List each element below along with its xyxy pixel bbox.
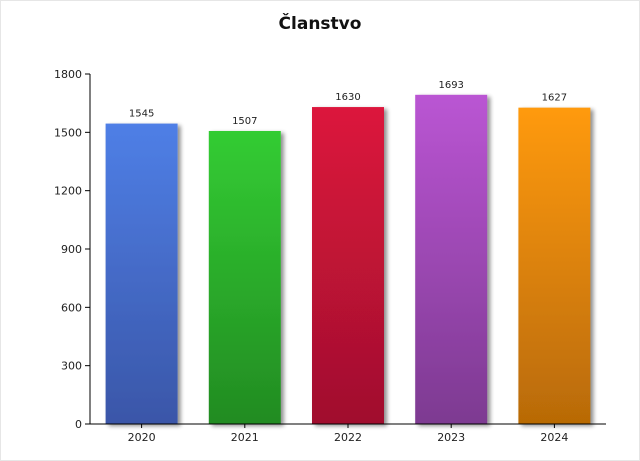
data-label-2023: 1693 (438, 80, 463, 91)
y-tick-label-1800: 1800 (54, 68, 82, 81)
data-label-2022: 1630 (335, 92, 360, 103)
x-tick-label-2021: 2021 (231, 431, 259, 444)
x-tick-label-2022: 2022 (334, 431, 362, 444)
data-label-2021: 1507 (232, 116, 257, 127)
data-label-2020: 1545 (129, 109, 154, 120)
y-tick-label-900: 900 (61, 243, 82, 256)
bar-2022 (312, 107, 384, 425)
x-tick-label-2024: 2024 (540, 431, 568, 444)
bar-2024 (518, 107, 591, 424)
bar-2021 (208, 130, 281, 424)
y-tick-label-1200: 1200 (54, 185, 82, 198)
chart-title: Članstvo (278, 14, 362, 34)
bar-2020 (105, 123, 178, 424)
x-tick-label-2020: 2020 (128, 431, 156, 444)
x-tick-label-2023: 2023 (437, 431, 465, 444)
y-tick-label-0: 0 (75, 418, 82, 431)
y-tick-label-1500: 1500 (54, 126, 82, 139)
data-label-2024: 1627 (542, 93, 567, 104)
y-tick-label-300: 300 (61, 360, 82, 373)
y-tick-label-600: 600 (61, 301, 82, 314)
bar-2023 (415, 94, 488, 425)
